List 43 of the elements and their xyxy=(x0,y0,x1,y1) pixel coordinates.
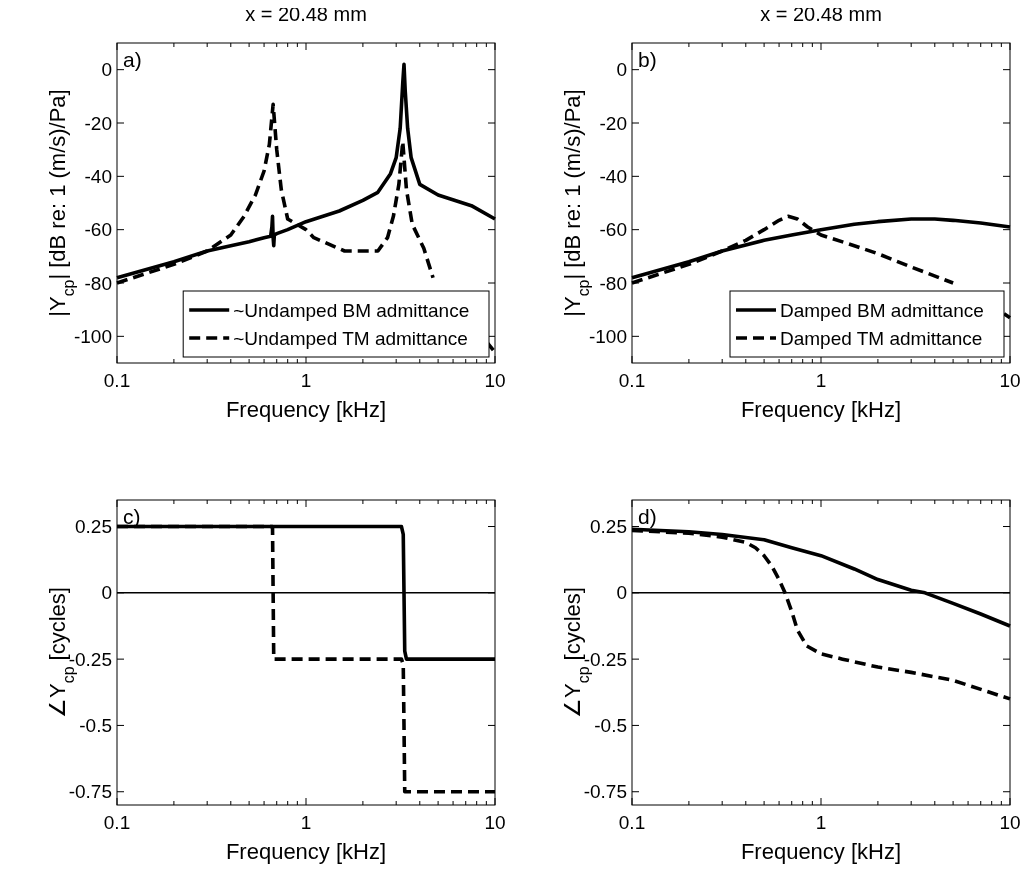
y-tick-label: 0 xyxy=(616,59,627,81)
x-axis-title: Frequency [kHz] xyxy=(225,397,387,422)
x-tick-label: 10 xyxy=(999,370,1021,391)
y-tick-label: -100 xyxy=(588,325,627,347)
y-tick-label: 0.25 xyxy=(75,516,112,538)
x-tick-label: 1 xyxy=(300,370,312,391)
y-tick-label: -80 xyxy=(84,272,112,294)
x-axis-title: Frequency [kHz] xyxy=(225,839,387,864)
x-tick-label: 1 xyxy=(815,370,827,391)
y-tick-label: -100 xyxy=(73,325,112,347)
legend-label: Damped BM admittance xyxy=(780,299,984,321)
x-tick-label: 0.1 xyxy=(618,370,646,391)
y-tick-label: -20 xyxy=(84,112,112,134)
x-tick-label: 10 xyxy=(484,370,506,391)
y-tick-label: -60 xyxy=(84,219,112,241)
y-tick-label: -20 xyxy=(599,112,627,134)
x-tick-label: 10 xyxy=(484,812,506,833)
x-tick-label: 1 xyxy=(815,812,827,833)
y-tick-label: -0.5 xyxy=(79,715,112,737)
x-axis-title: Frequency [kHz] xyxy=(740,839,902,864)
legend-label: ~Undamped BM admittance xyxy=(233,299,470,321)
x-tick-label: 0.1 xyxy=(103,812,131,833)
y-tick-label: -80 xyxy=(599,272,627,294)
x-axis-title: Frequency [kHz] xyxy=(740,397,902,422)
y-tick-label: 0 xyxy=(616,582,627,604)
x-tick-label: 0.1 xyxy=(618,812,646,833)
y-tick-label: -0.75 xyxy=(583,781,627,803)
x-tick-label: 1 xyxy=(300,812,312,833)
y-tick-label: -40 xyxy=(84,165,112,187)
y-tick-label: 0.25 xyxy=(590,516,627,538)
annotation: a) xyxy=(123,48,142,71)
y-tick-label: -60 xyxy=(599,219,627,241)
x-tick-label: 0.1 xyxy=(103,370,131,391)
y-tick-label: -0.5 xyxy=(594,715,627,737)
annotation: b) xyxy=(638,48,657,71)
x-tick-label: 10 xyxy=(999,812,1021,833)
y-tick-label: -0.75 xyxy=(68,781,112,803)
legend-label: Damped TM admittance xyxy=(780,327,983,349)
y-tick-label: 0 xyxy=(101,59,112,81)
y-tick-label: 0 xyxy=(101,582,112,604)
y-tick-label: -40 xyxy=(599,165,627,187)
annotation: d) xyxy=(638,505,657,528)
legend-label: ~Undamped TM admittance xyxy=(233,327,468,349)
